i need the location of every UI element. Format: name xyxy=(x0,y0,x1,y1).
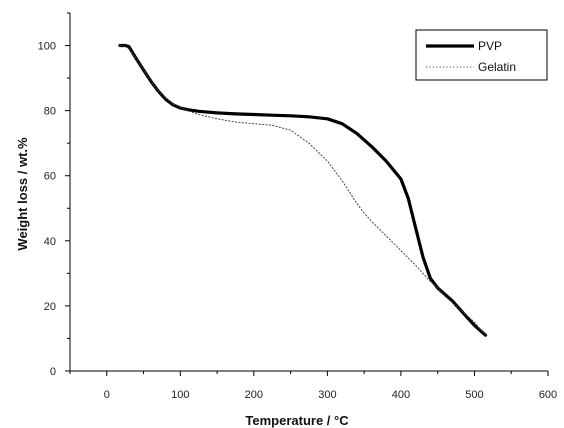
plot-series xyxy=(118,43,488,337)
x-tick-label: 100 xyxy=(171,389,189,401)
x-tick-label: 200 xyxy=(245,389,263,401)
y-tick-label: 100 xyxy=(38,41,56,53)
y-tick-label: 60 xyxy=(44,171,56,183)
y-tick-label: 20 xyxy=(44,301,56,313)
legend: PVP Gelatin xyxy=(415,29,548,81)
x-tick-label: 600 xyxy=(539,389,557,401)
legend-label-pvp: PVP xyxy=(478,39,502,53)
x-tick-label: 500 xyxy=(465,389,483,401)
x-tick-label: 300 xyxy=(318,389,336,401)
y-tick-label: 0 xyxy=(50,366,56,378)
legend-box xyxy=(415,29,548,81)
x-axis-title: Temperature / °C xyxy=(245,413,349,428)
y-tick-label: 80 xyxy=(44,106,56,118)
x-tick-label: 400 xyxy=(392,389,410,401)
series-line-gelatin xyxy=(119,45,486,336)
x-tick-label: 0 xyxy=(104,389,110,401)
series-line-pvp xyxy=(118,43,488,337)
y-axis-title: Weight loss / wt.% xyxy=(15,137,30,251)
legend-label-gelatin: Gelatin xyxy=(478,60,516,74)
y-tick-label: 40 xyxy=(44,236,56,248)
axes: 0 100 200 300 400 500 600 0 20 40 60 80 100 xyxy=(38,12,557,401)
